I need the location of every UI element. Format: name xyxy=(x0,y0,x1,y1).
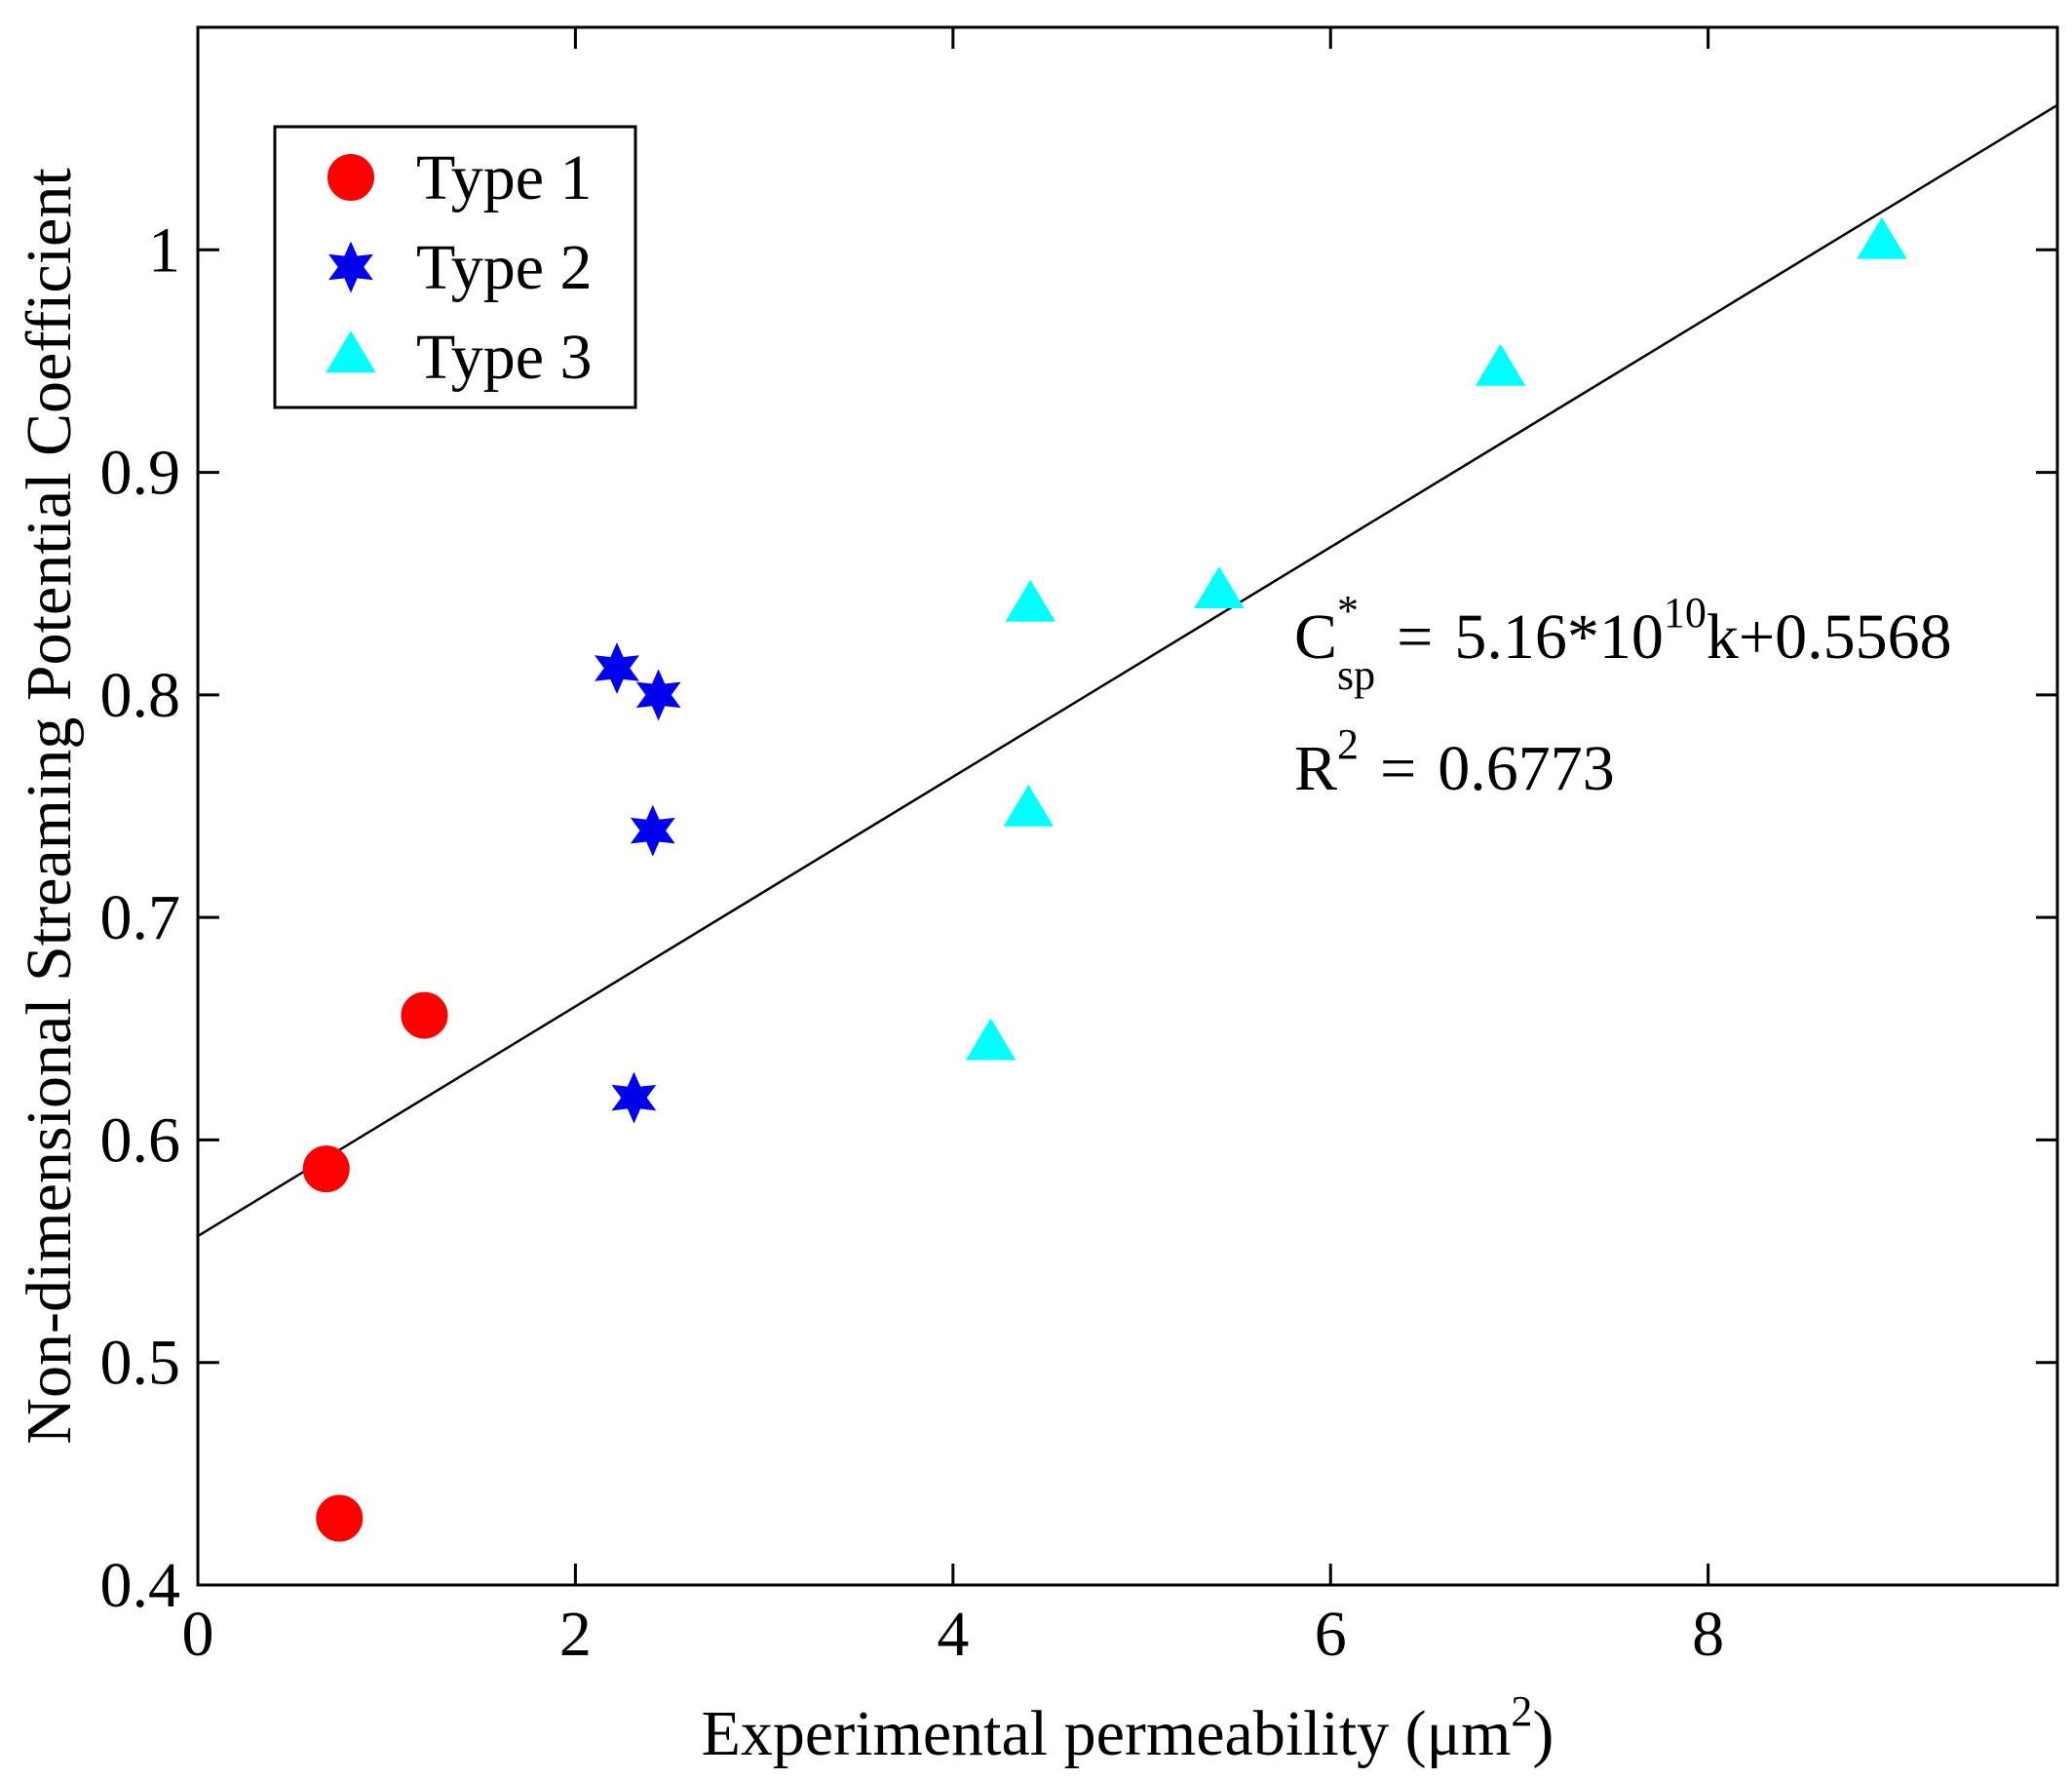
point-type-3 xyxy=(1005,579,1056,622)
y-tick-label: 0.8 xyxy=(100,660,181,731)
x-axis-title-close: ) xyxy=(1532,1698,1554,1769)
point-type-1 xyxy=(302,1145,350,1193)
equation-lhs-subscript: sp xyxy=(1337,651,1375,699)
legend: Type 1 Type 2 Type 3 xyxy=(273,125,637,409)
legend-label: Type 3 xyxy=(416,322,593,393)
y-axis-title: Non-dimensional Streaming Potential Coef… xyxy=(14,168,85,1444)
equation-lhs-superscript: * xyxy=(1337,587,1359,635)
plot-frame xyxy=(196,25,2059,1587)
point-type-2 xyxy=(611,1071,657,1124)
legend-marker-type-3 xyxy=(326,330,376,373)
equation-rhs-superscript: 10 xyxy=(1664,589,1707,637)
y-tick-label: 0.5 xyxy=(100,1328,181,1399)
point-type-3 xyxy=(1194,566,1245,609)
y-tick-label: 0.6 xyxy=(100,1104,181,1176)
x-tick-label: 8 xyxy=(1692,1599,1724,1670)
y-tick-label: 1 xyxy=(148,214,180,286)
point-type-1 xyxy=(401,991,448,1039)
point-type-3 xyxy=(965,1018,1017,1061)
equation-rhs-main: 5.16*10 xyxy=(1454,601,1664,673)
x-axis-title-main: Experimental permeability (μm xyxy=(702,1698,1512,1769)
equation-lhs: C xyxy=(1294,601,1337,673)
y-tick-label: 0.9 xyxy=(100,438,181,509)
x-tick-label: 6 xyxy=(1315,1599,1347,1670)
r-squared-value: 0.6773 xyxy=(1438,733,1615,804)
point-type-2 xyxy=(630,804,675,857)
x-axis-title-superscript: 2 xyxy=(1511,1687,1532,1735)
legend-items: Type 1 Type 2 Type 3 xyxy=(326,142,593,393)
fit-equation: C* sp = 5.16*1010k+0.5568 xyxy=(1294,587,1952,699)
r-squared-lhs: R xyxy=(1294,733,1337,804)
x-axis-title: Experimental permeability (μm2) xyxy=(702,1687,1554,1769)
point-type-3 xyxy=(1003,784,1055,827)
r-squared-equals: = xyxy=(1380,733,1416,804)
fit-line xyxy=(197,103,2058,1238)
point-type-3 xyxy=(1475,343,1526,386)
point-type-2 xyxy=(635,669,681,721)
y-tick-label: 0.7 xyxy=(100,882,181,953)
point-type-2 xyxy=(595,642,639,694)
data-points xyxy=(302,216,1907,1542)
r-squared-superscript: 2 xyxy=(1337,720,1359,768)
y-tick-label: 0.4 xyxy=(100,1550,181,1621)
axes: 0 2 4 6 8 0.4 0.5 0.6 0.7 0.8 0.9 1 xyxy=(100,25,2059,1670)
r-squared: R2 = 0.6773 xyxy=(1294,720,1615,804)
legend-label: Type 2 xyxy=(416,232,593,303)
legend-marker-type-2 xyxy=(328,241,373,293)
equation-rhs-tail: k+0.5568 xyxy=(1707,601,1952,673)
x-tick-label: 2 xyxy=(559,1599,592,1670)
fit-line-group xyxy=(197,103,2058,1238)
legend-label: Type 1 xyxy=(416,142,593,213)
point-type-1 xyxy=(316,1494,364,1542)
equation-equals: = xyxy=(1397,601,1433,673)
x-tick-label: 4 xyxy=(937,1599,969,1670)
point-type-3 xyxy=(1857,216,1907,259)
x-tick-label: 0 xyxy=(182,1599,214,1670)
legend-marker-type-1 xyxy=(327,154,374,201)
